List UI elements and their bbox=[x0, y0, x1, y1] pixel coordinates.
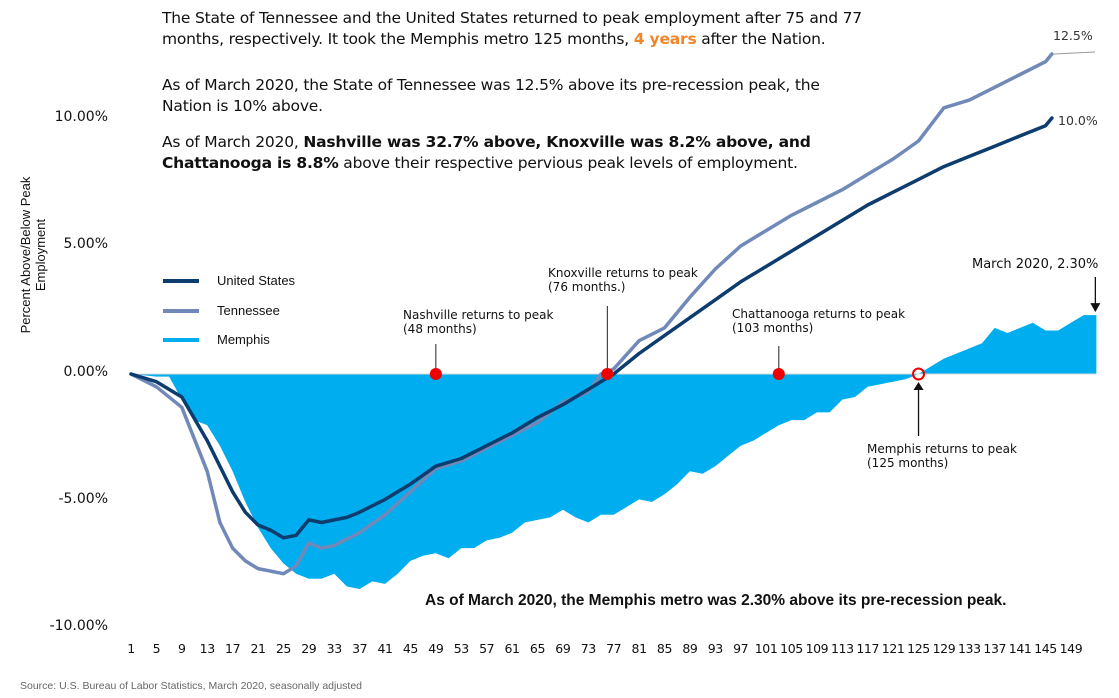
legend-item-memphis: Memphis bbox=[163, 332, 270, 347]
legend-label: Tennessee bbox=[217, 303, 280, 318]
x-tick-label: 137 bbox=[983, 641, 1007, 656]
legend-swatch-memphis bbox=[163, 337, 199, 342]
x-tick-label: 65 bbox=[529, 641, 546, 656]
y-tick-label: 0.00% bbox=[63, 363, 108, 380]
x-tick-label: 33 bbox=[326, 641, 343, 656]
headline-text-3a: As of March 2020, bbox=[162, 133, 304, 151]
x-tick-label: 125 bbox=[907, 641, 930, 656]
x-tick-label: 109 bbox=[805, 641, 829, 656]
x-tick-label: 5 bbox=[152, 641, 161, 656]
markers-layer bbox=[429, 277, 1101, 436]
annotation-march-2020: March 2020, 2.30% bbox=[972, 257, 1099, 272]
x-tick-label: 149 bbox=[1059, 641, 1083, 656]
annotation-label: Chattanooga returns to peak bbox=[732, 307, 906, 321]
memphis-arrow-head bbox=[913, 382, 924, 390]
x-tick-label: 105 bbox=[780, 641, 803, 656]
headline-bold-metros: Nashville was 32.7% above, Knoxville was… bbox=[162, 133, 811, 172]
tennessee-end-label: 12.5% bbox=[1053, 28, 1093, 43]
x-tick-label: 77 bbox=[606, 641, 622, 656]
marker-chattanooga bbox=[772, 368, 785, 380]
x-tick-label: 69 bbox=[555, 641, 571, 656]
x-tick-label: 53 bbox=[453, 641, 470, 656]
x-tick-label: 97 bbox=[733, 641, 749, 656]
marker-nashville bbox=[429, 368, 442, 380]
memphis-area-layer bbox=[131, 315, 1097, 589]
x-tick-label: 81 bbox=[631, 641, 648, 656]
x-tick-label: 61 bbox=[504, 641, 520, 656]
annotation-label: Memphis returns to peak bbox=[867, 442, 1017, 456]
y-tick-label: 10.00% bbox=[54, 108, 108, 125]
x-tick-label: 85 bbox=[656, 641, 673, 656]
x-tick-label: 37 bbox=[352, 641, 368, 656]
legend-item-united-states: United States bbox=[163, 273, 295, 288]
x-tick-label: 1 bbox=[127, 641, 135, 656]
x-tick-label: 49 bbox=[428, 641, 444, 656]
marker-knoxville bbox=[601, 368, 614, 380]
annotation-nashville: Nashville returns to peak (48 months) bbox=[403, 308, 553, 336]
x-tick-label: 13 bbox=[199, 641, 216, 656]
headline-paragraph-3: As of March 2020, Nashville was 32.7% ab… bbox=[162, 132, 862, 174]
x-tick-label: 101 bbox=[754, 641, 778, 656]
headline-text-2: As of March 2020, the State of Tennessee… bbox=[162, 76, 820, 115]
x-tick-label: 113 bbox=[830, 641, 854, 656]
x-tick-label: 45 bbox=[402, 641, 419, 656]
headline-paragraph-1: The State of Tennessee and the United St… bbox=[162, 8, 922, 50]
marker-memphis bbox=[912, 367, 926, 381]
memphis-area bbox=[131, 315, 1097, 589]
x-tick-label: 141 bbox=[1008, 641, 1032, 656]
legend-swatch-united-states bbox=[163, 278, 199, 283]
memphis-summary-note: As of March 2020, the Memphis metro was … bbox=[425, 592, 1007, 609]
headline-text-end: after the Nation. bbox=[696, 30, 826, 48]
us-end-label: 10.0% bbox=[1058, 113, 1098, 128]
annotation-detail: (76 months.) bbox=[548, 280, 626, 294]
united-states-line bbox=[129, 116, 1054, 540]
legend-item-tennessee: Tennessee bbox=[163, 303, 280, 318]
legend-swatch-tennessee bbox=[163, 308, 199, 313]
x-tick-label: 117 bbox=[856, 641, 880, 656]
annotation-label: Knoxville returns to peak bbox=[548, 266, 698, 280]
x-tick-label: 17 bbox=[225, 641, 241, 656]
x-tick-label: 73 bbox=[580, 641, 597, 656]
x-tick-label: 89 bbox=[682, 641, 698, 656]
annotation-detail: (125 months) bbox=[867, 456, 949, 470]
legend-label: Memphis bbox=[217, 332, 270, 347]
annotation-chattanooga: Chattanooga returns to peak (103 months) bbox=[732, 307, 905, 335]
annotation-memphis: Memphis returns to peak (125 months) bbox=[867, 442, 1017, 470]
source-note: Source: U.S. Bureau of Labor Statistics,… bbox=[20, 680, 363, 692]
x-tick-label: 25 bbox=[275, 641, 292, 656]
highlight-4-years: 4 years bbox=[633, 30, 697, 48]
y-tick-label: -10.00% bbox=[49, 618, 108, 635]
headline-paragraph-2: As of March 2020, the State of Tennessee… bbox=[162, 75, 862, 117]
headline-text-3b: above their respective pervious peak lev… bbox=[338, 154, 798, 172]
annotation-detail: (103 months) bbox=[732, 321, 814, 335]
annotation-knoxville: Knoxville returns to peak (76 months.) bbox=[548, 266, 698, 294]
x-tick-label: 57 bbox=[479, 641, 495, 656]
y-tick-label: 5.00% bbox=[63, 236, 108, 253]
headline-text: The State of Tennessee and the United St… bbox=[162, 9, 862, 48]
x-tick-label: 129 bbox=[932, 641, 956, 656]
x-tick-label: 29 bbox=[301, 641, 317, 656]
legend-label: United States bbox=[217, 273, 296, 288]
x-tick-label: 133 bbox=[957, 641, 981, 656]
x-tick-label: 145 bbox=[1034, 641, 1057, 656]
x-tick-label: 121 bbox=[881, 641, 905, 656]
x-tick-label: 93 bbox=[707, 641, 724, 656]
lines-layer bbox=[129, 51, 1096, 576]
y-axis-label: Percent Above/Below Peak Employment bbox=[18, 176, 48, 334]
x-tick-label: 21 bbox=[250, 641, 266, 656]
annotation-detail: (48 months) bbox=[403, 322, 477, 336]
y-tick-label: -5.00% bbox=[58, 490, 108, 507]
x-tick-label: 41 bbox=[377, 641, 393, 656]
march-2020-arrow-head bbox=[1090, 303, 1101, 313]
annotation-label: Nashville returns to peak bbox=[403, 308, 554, 322]
x-tick-label: 9 bbox=[178, 641, 186, 656]
tennessee-leader-line bbox=[1053, 51, 1096, 55]
